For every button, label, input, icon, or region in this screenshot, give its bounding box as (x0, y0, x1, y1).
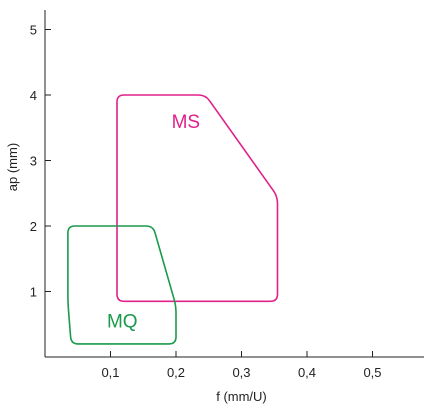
region-ms-outline (116, 94, 279, 303)
x-tick-label: 0,5 (363, 365, 381, 380)
plot-area: MS MQ (67, 94, 279, 345)
x-tick-label: 0,1 (101, 365, 119, 380)
y-tick-label: 2 (30, 219, 37, 234)
x-axis-label: f (mm/U) (216, 389, 267, 404)
x-ticks: 0,1 0,2 0,3 0,4 0,5 (101, 351, 382, 380)
y-tick-label: 5 (30, 23, 37, 38)
y-tick-label: 4 (30, 88, 37, 103)
x-tick-label: 0,4 (298, 365, 316, 380)
x-tick-label: 0,2 (167, 365, 185, 380)
y-tick-label: 1 (30, 285, 37, 300)
region-mq-outline (67, 225, 177, 345)
region-mq-label: MQ (107, 312, 138, 333)
y-ticks: 1 2 3 4 5 (30, 23, 51, 300)
y-tick-label: 3 (30, 154, 37, 169)
region-ms-label: MS (172, 112, 201, 133)
y-axis-label: ap (mm) (5, 143, 20, 191)
x-tick-label: 0,3 (232, 365, 250, 380)
